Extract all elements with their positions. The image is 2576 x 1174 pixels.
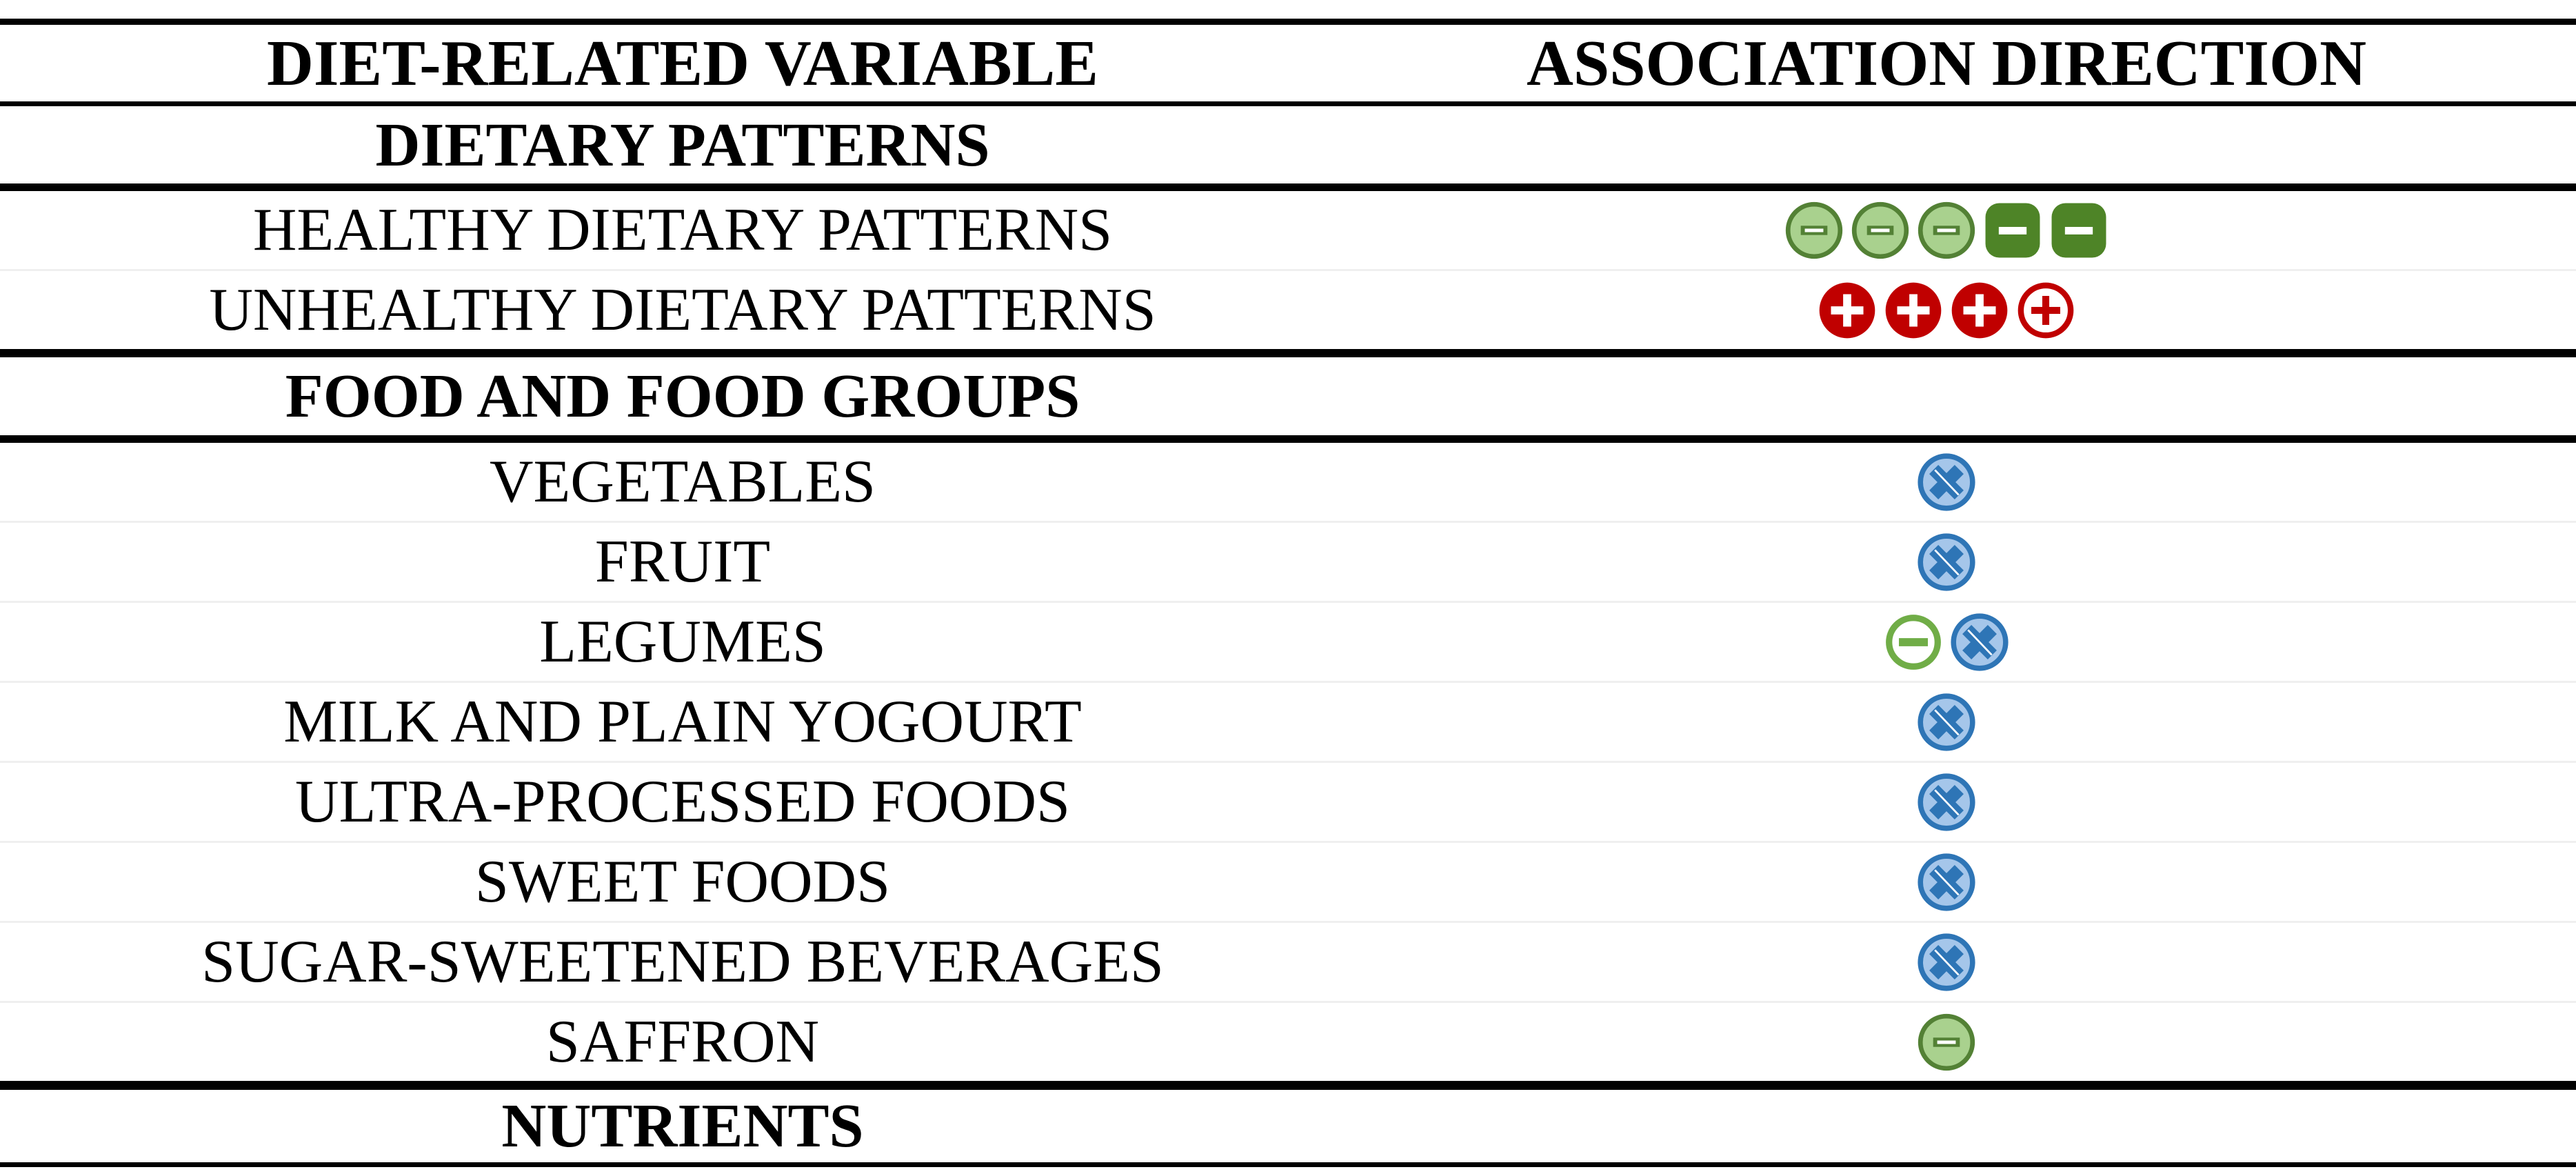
cross-blue-circle-icon	[1918, 533, 1975, 591]
minus-light-green-circle-icon	[1785, 201, 1843, 259]
plus-red-circle-icon	[1818, 281, 1876, 339]
column-header-association-direction: ASSOCIATION DIRECTION	[1527, 27, 2366, 99]
table-bottom-border	[0, 1162, 2576, 1167]
row-separator	[0, 681, 2576, 683]
minus-light-green-circle-icon	[1918, 201, 1975, 259]
table-row-fruit: FRUIT	[0, 523, 2576, 601]
association-icons	[1365, 933, 2576, 991]
minus-light-green-circle-icon	[1918, 1013, 1975, 1071]
association-icons	[1365, 773, 2576, 831]
cross-blue-circle-icon	[1918, 933, 1975, 991]
cross-blue-circle-icon	[1918, 693, 1975, 751]
table-row-sugar-sweetened-beverages: SUGAR-SWEETENED BEVERAGES	[0, 923, 2576, 1001]
association-icons	[1365, 693, 2576, 751]
association-icons	[1365, 452, 2576, 511]
header-cell-association-direction: ASSOCIATION DIRECTION	[1365, 26, 2576, 101]
section-divider	[0, 349, 2576, 357]
table-row-saffron: SAFFRON	[0, 1003, 2576, 1081]
association-icons	[1365, 533, 2576, 591]
row-label: ULTRA-PROCESSED FOODS	[295, 768, 1070, 835]
section-header-food-and-food-groups: FOOD AND FOOD GROUPS	[0, 357, 2576, 435]
plus-red-circle-outline-icon	[2017, 281, 2075, 339]
row-label: LEGUMES	[539, 608, 826, 675]
table-row-unhealthy-dietary-patterns: UNHEALTHY DIETARY PATTERNS	[0, 271, 2576, 349]
cross-blue-circle-icon	[1918, 452, 1975, 511]
table-row-legumes: LEGUMES	[0, 603, 2576, 681]
table-top-border	[0, 19, 2576, 25]
association-icons	[1365, 281, 2576, 339]
table-row-healthy-dietary-patterns: HEALTHY DIETARY PATTERNS	[0, 191, 2576, 269]
row-label: SAFFRON	[545, 1008, 820, 1075]
section-title: FOOD AND FOOD GROUPS	[285, 362, 1080, 430]
cross-blue-circle-icon	[1951, 613, 2009, 671]
minus-light-green-circle-icon	[1851, 201, 1909, 259]
column-header-diet-related-variable: DIET-RELATED VARIABLE	[267, 27, 1098, 99]
section-title: DIETARY PATTERNS	[375, 110, 990, 179]
row-separator	[0, 521, 2576, 523]
section-header-dietary-patterns: DIETARY PATTERNS	[0, 106, 2576, 183]
table-row-milk-and-plain-yogourt: MILK AND PLAIN YOGOURT	[0, 683, 2576, 761]
row-separator	[0, 1001, 2576, 1003]
section-divider	[0, 183, 2576, 191]
minus-green-circle-outline-icon	[1884, 613, 1942, 671]
plus-red-circle-icon	[1951, 281, 2009, 339]
section-header-nutrients: NUTRIENTS	[0, 1090, 2576, 1162]
association-icons	[1365, 613, 2576, 671]
table-row-vegetables: VEGETABLES	[0, 443, 2576, 521]
row-label: SWEET FOODS	[474, 848, 891, 915]
minus-dark-green-square-icon	[2050, 201, 2108, 259]
cross-blue-circle-icon	[1918, 853, 1975, 911]
row-label: HEALTHY DIETARY PATTERNS	[252, 197, 1113, 263]
association-icons	[1365, 201, 2576, 259]
association-icons	[1365, 1013, 2576, 1071]
row-separator	[0, 601, 2576, 603]
row-label: UNHEALTHY DIETARY PATTERNS	[209, 277, 1156, 344]
row-separator	[0, 761, 2576, 763]
row-separator	[0, 269, 2576, 271]
table-row-ultra-processed-foods: ULTRA-PROCESSED FOODS	[0, 763, 2576, 841]
header-cell-diet-variable: DIET-RELATED VARIABLE	[0, 26, 1365, 101]
row-label: MILK AND PLAIN YOGOURT	[283, 688, 1082, 755]
row-label: VEGETABLES	[489, 448, 876, 515]
table-header-row: DIET-RELATED VARIABLE ASSOCIATION DIRECT…	[0, 25, 2576, 101]
header-bottom-border	[0, 101, 2576, 106]
row-label: SUGAR-SWEETENED BEVERAGES	[201, 928, 1164, 995]
table-row-sweet-foods: SWEET FOODS	[0, 843, 2576, 921]
section-title: NUTRIENTS	[501, 1092, 864, 1160]
section-divider	[0, 435, 2576, 443]
association-icons	[1365, 853, 2576, 911]
cross-blue-circle-icon	[1918, 773, 1975, 831]
plus-red-circle-icon	[1884, 281, 1942, 339]
minus-dark-green-square-icon	[1984, 201, 2042, 259]
row-separator	[0, 921, 2576, 923]
row-separator	[0, 841, 2576, 843]
row-label: FRUIT	[594, 528, 771, 595]
section-divider	[0, 1081, 2576, 1090]
